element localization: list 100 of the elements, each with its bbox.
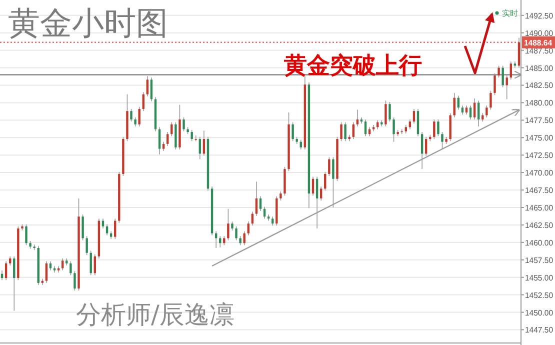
candlestick xyxy=(202,130,206,156)
candlestick xyxy=(198,136,202,160)
y-tick-label: 1492.50 xyxy=(525,11,554,20)
candlestick xyxy=(469,105,472,120)
candlestick xyxy=(134,116,136,127)
candlestick xyxy=(25,224,28,246)
y-tick-label: 1487.50 xyxy=(525,46,554,56)
candlestick xyxy=(162,141,165,152)
candlestick xyxy=(74,270,76,292)
candlestick xyxy=(280,191,282,201)
candlestick xyxy=(70,260,72,276)
y-tick-label: 1472.50 xyxy=(525,151,554,160)
candlestick xyxy=(356,109,359,127)
candlestick xyxy=(182,116,185,132)
y-tick-label: 1457.50 xyxy=(525,256,554,265)
y-tick-label: 1480.00 xyxy=(525,98,554,108)
candlestick xyxy=(408,119,412,130)
candlestick xyxy=(449,112,452,142)
candlestick xyxy=(239,236,242,246)
candlestick xyxy=(328,156,330,176)
candlestick xyxy=(352,122,354,140)
annotation: 分析师/辰逸凛 xyxy=(76,300,234,329)
candlestick xyxy=(316,176,318,229)
candlestick xyxy=(453,92,456,118)
candlestick xyxy=(13,256,16,312)
candlestick xyxy=(102,218,104,229)
candlestick xyxy=(324,171,326,192)
candlestick xyxy=(344,122,346,142)
candlestick xyxy=(130,108,132,122)
candlestick xyxy=(90,250,92,276)
annotation: 实时 xyxy=(502,9,518,18)
candlestick xyxy=(8,256,12,266)
candlestick xyxy=(388,102,391,122)
chart-title: 黄金小时图 xyxy=(8,4,168,42)
candlestick xyxy=(190,130,193,142)
candlestick xyxy=(247,221,250,236)
y-tick-label: 1470.00 xyxy=(525,168,554,178)
candlestick xyxy=(300,139,302,150)
candlestick xyxy=(340,122,342,142)
candlestick xyxy=(502,65,504,88)
candlestick xyxy=(4,260,8,281)
candlestick xyxy=(486,105,488,118)
annotation: 黄金突破上行 xyxy=(283,52,422,79)
y-tick-label: 1460.00 xyxy=(525,238,554,248)
candlestick xyxy=(424,136,428,156)
candlestick xyxy=(473,98,476,120)
candlestick xyxy=(412,108,416,124)
y-tick-label: 1455.00 xyxy=(525,273,554,282)
y-tick-label: 1490.00 xyxy=(525,28,554,38)
candlestick xyxy=(416,108,420,137)
candlestick xyxy=(142,92,144,112)
candlestick xyxy=(194,135,197,142)
candlestick xyxy=(490,90,492,110)
candlestick xyxy=(498,65,500,78)
candlestick xyxy=(384,100,387,127)
y-tick-label: 1485.00 xyxy=(525,64,554,73)
candlestick xyxy=(223,236,226,246)
candlestick xyxy=(255,181,258,216)
candlestick xyxy=(235,226,238,241)
y-tick-label: 1477.50 xyxy=(525,116,554,126)
candlestick xyxy=(259,196,262,212)
y-tick-label: 1467.50 xyxy=(525,186,554,196)
y-tick-label: 1465.00 xyxy=(525,203,554,212)
candlestick xyxy=(364,119,367,137)
candlestick xyxy=(231,221,234,231)
y-tick-label: 1475.00 xyxy=(525,134,554,143)
candlestick xyxy=(146,76,149,97)
candlestick xyxy=(138,106,140,127)
candlestick xyxy=(465,105,468,115)
candlestick xyxy=(441,132,444,150)
candlestick xyxy=(243,230,246,246)
candlestick xyxy=(312,176,314,196)
candlestick xyxy=(272,216,274,226)
candlestick xyxy=(433,119,436,140)
candlestick xyxy=(150,77,153,102)
candlestick xyxy=(106,224,108,236)
candlestick xyxy=(392,116,395,142)
candlestick xyxy=(510,61,512,80)
candlestick xyxy=(332,156,334,208)
candlestick xyxy=(477,100,480,127)
y-tick-label: 1452.50 xyxy=(525,290,554,300)
y-tick-label: 1482.50 xyxy=(525,81,554,90)
candlestick xyxy=(62,258,64,271)
candlestick xyxy=(166,132,169,146)
candlestick xyxy=(292,122,294,142)
candlestick xyxy=(494,72,496,96)
candlestick xyxy=(158,126,161,155)
candlestick xyxy=(461,105,464,115)
y-tick-label: 1450.00 xyxy=(525,308,554,318)
candlestick xyxy=(368,126,371,137)
candlestick xyxy=(114,218,116,240)
candlestick xyxy=(219,236,222,248)
y-tick-label: 1462.50 xyxy=(525,220,554,230)
candlestick xyxy=(82,214,84,241)
candlestick xyxy=(437,119,440,137)
candlestick xyxy=(49,260,52,271)
y-tick-label: 1447.50 xyxy=(525,326,554,335)
ref-line-label: 1488.64 xyxy=(524,38,553,48)
candlestick xyxy=(420,132,424,170)
candlestick xyxy=(320,186,322,201)
